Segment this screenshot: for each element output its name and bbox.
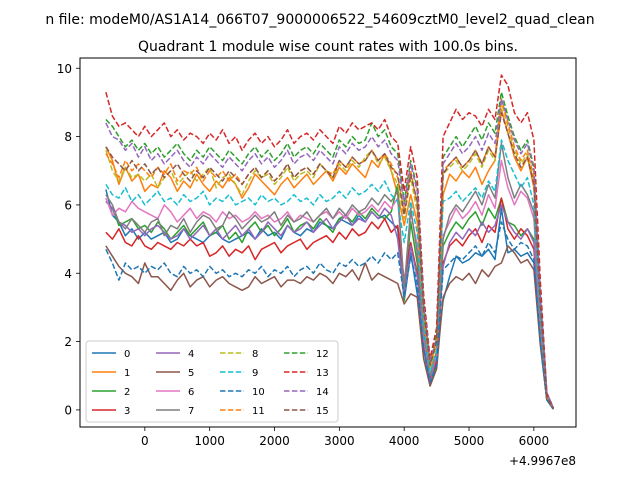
series-line-12 <box>105 91 554 409</box>
legend-label-15: 15 <box>316 406 329 417</box>
y-tick-label: 6 <box>64 198 72 212</box>
series-line-1 <box>105 108 554 409</box>
y-tick-label: 0 <box>64 403 72 417</box>
figure-suptitle: n file: modeM0/AS1A14_066T07_9000006522_… <box>45 12 594 28</box>
series-line-4 <box>105 200 554 410</box>
x-offset-label: +4.9967e8 <box>509 454 576 468</box>
legend-label-4: 4 <box>188 349 194 360</box>
y-tick-label: 2 <box>64 335 72 349</box>
legend-label-11: 11 <box>252 406 265 417</box>
legend-label-13: 13 <box>316 368 329 379</box>
legend-label-8: 8 <box>252 349 258 360</box>
legend-label-10: 10 <box>252 387 265 398</box>
legend-label-9: 9 <box>252 368 258 379</box>
series-line-9 <box>105 139 554 409</box>
series-line-7 <box>105 142 554 409</box>
x-tick-label: 6000 <box>519 434 550 448</box>
y-tick-label: 4 <box>64 267 72 281</box>
series-line-11 <box>105 98 554 409</box>
series-line-6 <box>105 159 554 409</box>
y-tick-label: 10 <box>57 62 72 76</box>
series-line-0 <box>105 189 554 410</box>
legend-label-6: 6 <box>188 387 194 398</box>
series-line-2 <box>105 183 554 410</box>
legend-label-1: 1 <box>124 368 130 379</box>
legend-label-3: 3 <box>124 406 130 417</box>
y-axis: 0 2 4 6 8 10 <box>57 62 80 417</box>
legend-label-12: 12 <box>316 349 329 360</box>
series-line-3 <box>105 197 554 410</box>
legend-label-5: 5 <box>188 368 194 379</box>
series-line-5 <box>105 245 554 410</box>
y-tick-label: 8 <box>64 130 72 144</box>
chart-title: Quadrant 1 module wise count rates with … <box>138 39 518 55</box>
legend-label-2: 2 <box>124 387 130 398</box>
legend-label-0: 0 <box>124 349 130 360</box>
x-tick-label: 3000 <box>324 434 355 448</box>
series-layer <box>105 74 554 410</box>
series-line-15 <box>105 111 554 409</box>
x-tick-label: 1000 <box>194 434 225 448</box>
x-tick-label: 5000 <box>454 434 485 448</box>
x-tick-label: 2000 <box>259 434 290 448</box>
legend-box <box>85 340 339 423</box>
series-line-13 <box>105 74 554 409</box>
x-tick-label: 0 <box>141 434 149 448</box>
series-line-8 <box>105 101 554 409</box>
legend-label-14: 14 <box>316 387 329 398</box>
legend-label-7: 7 <box>188 406 194 417</box>
series-line-14 <box>105 98 554 409</box>
x-tick-label: 4000 <box>389 434 420 448</box>
axes-frame <box>79 57 577 428</box>
series-line-10 <box>105 221 554 410</box>
x-axis: 0 1000 2000 3000 4000 5000 6000 <box>141 427 549 448</box>
